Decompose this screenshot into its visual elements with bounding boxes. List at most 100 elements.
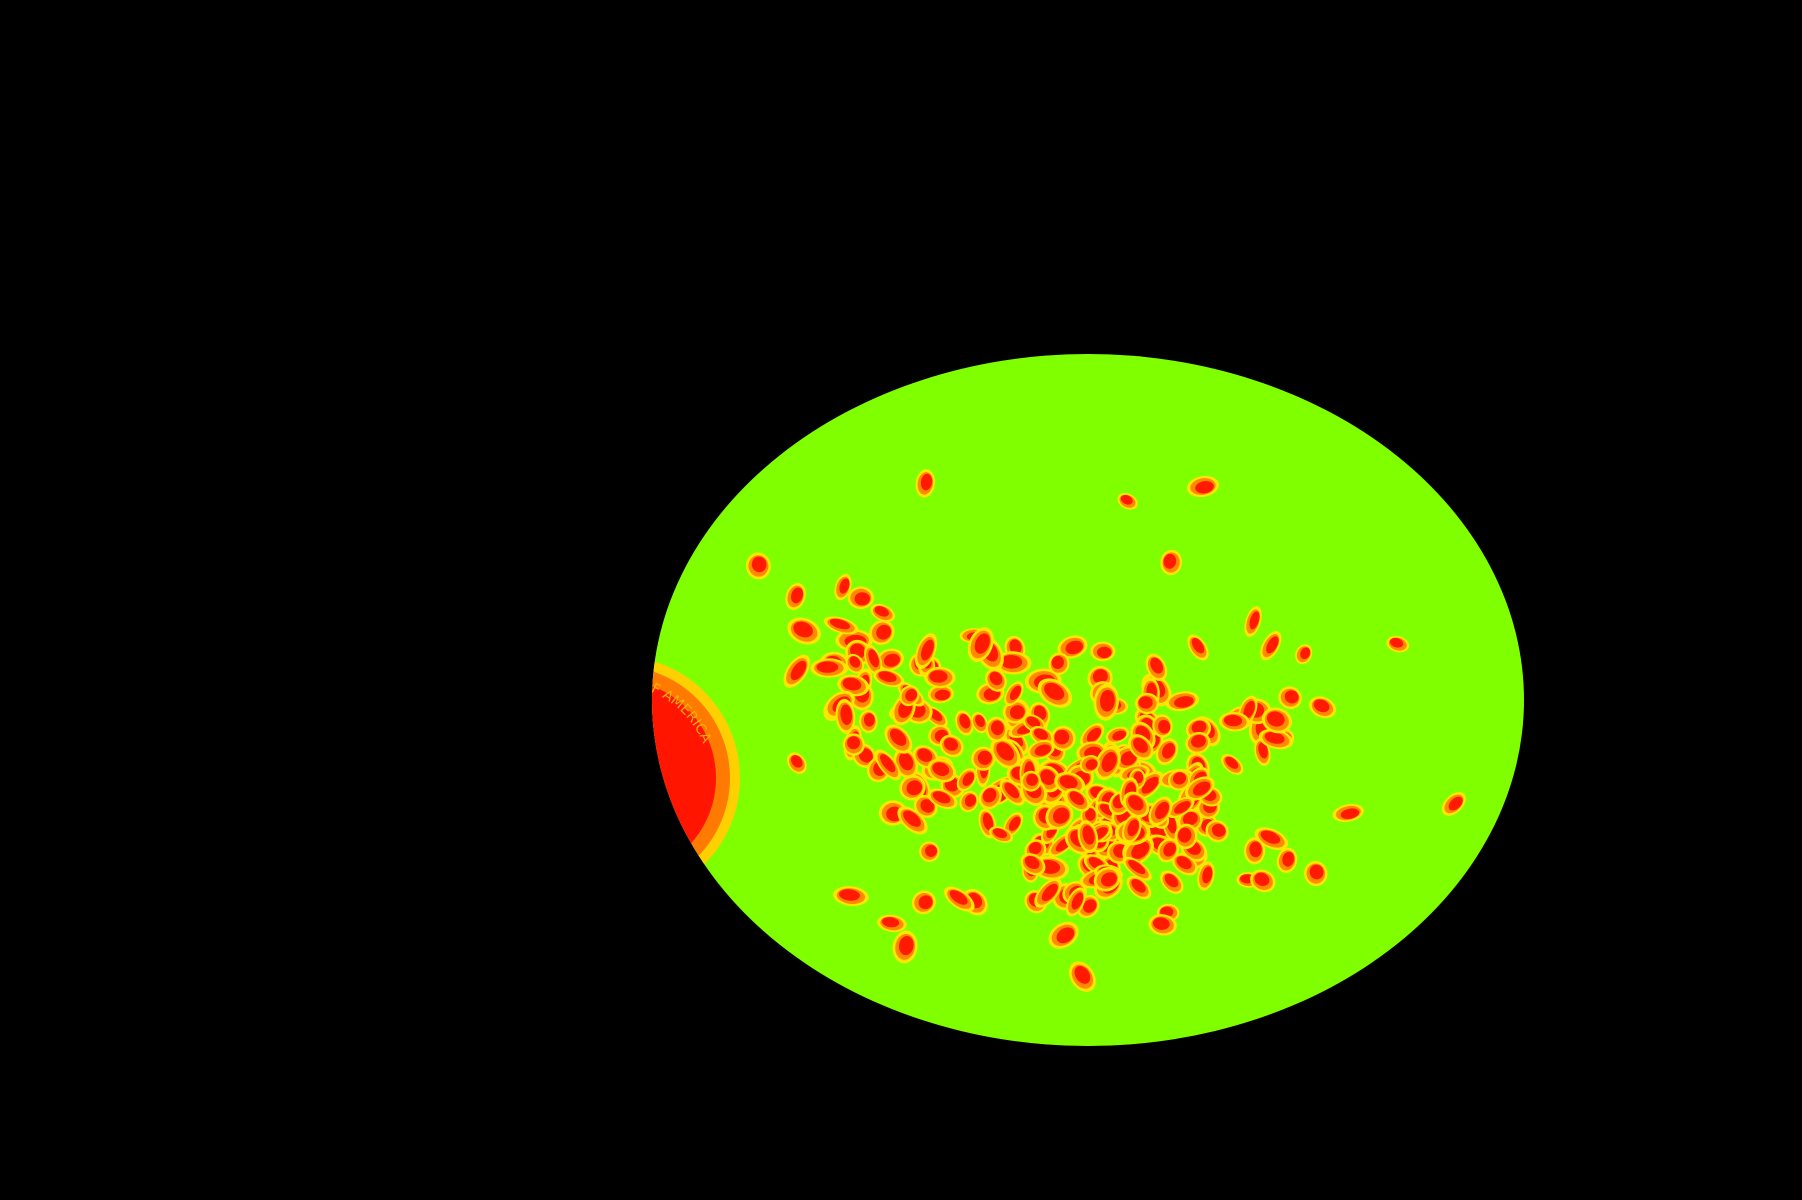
colony: [1126, 875, 1152, 900]
colony-core: [793, 621, 813, 638]
colony: [914, 633, 938, 669]
colony-core: [816, 661, 839, 673]
colony-core: [1004, 782, 1020, 799]
colony: [897, 806, 928, 835]
colony: [874, 749, 901, 781]
colony-core: [1086, 727, 1102, 743]
colony-core: [849, 656, 861, 668]
colony: [1174, 823, 1198, 850]
colony: [1054, 772, 1086, 795]
colony: [956, 768, 977, 792]
colony-core: [889, 728, 907, 746]
colony-core: [982, 788, 997, 803]
colony: [785, 583, 806, 610]
colony: [787, 617, 821, 645]
colony: [1332, 804, 1364, 822]
colony: [1171, 853, 1198, 876]
colony-core: [920, 799, 935, 813]
colony-core: [829, 618, 851, 630]
colony: [955, 710, 974, 736]
colony: [1068, 961, 1096, 992]
colony: [1133, 771, 1164, 800]
colony-core: [1127, 819, 1139, 837]
colony-core: [1085, 759, 1098, 770]
colony: [899, 774, 926, 801]
colony-core: [882, 917, 900, 928]
colony-core: [1059, 775, 1078, 789]
colony: [864, 644, 883, 676]
colony-core: [1150, 657, 1163, 674]
colony: [919, 841, 940, 862]
colony: [1152, 714, 1173, 738]
colony: [884, 724, 913, 754]
colony-core: [982, 812, 994, 831]
colony: [1187, 634, 1209, 661]
colony: [927, 684, 954, 704]
colony-core: [1054, 729, 1070, 745]
colony: [924, 666, 956, 689]
colony-core: [1009, 639, 1022, 654]
colony-core: [751, 556, 767, 573]
colony-core: [863, 713, 875, 727]
colony-core: [920, 639, 934, 661]
colony-core: [1101, 751, 1117, 773]
colony: [971, 712, 989, 734]
colony-core: [1172, 772, 1187, 785]
colony-core: [1083, 899, 1097, 913]
colony-core: [977, 750, 992, 765]
colony: [1185, 731, 1211, 754]
colony-core: [1141, 776, 1159, 794]
colony-core: [991, 720, 1004, 736]
colony-core: [1243, 700, 1255, 719]
colony: [1122, 814, 1142, 844]
colony-core: [1266, 636, 1279, 654]
colony-core: [1191, 720, 1207, 734]
colony: [1386, 635, 1410, 653]
colony-core: [1131, 841, 1150, 859]
colony-core: [1033, 728, 1048, 740]
colony: [1020, 853, 1046, 876]
colony: [1117, 493, 1138, 510]
colony: [1065, 887, 1086, 917]
colony-core: [1138, 696, 1153, 709]
colony: [1243, 837, 1266, 865]
colony-core: [1082, 825, 1095, 845]
colony: [967, 627, 994, 662]
colony-core: [790, 587, 804, 604]
colony: [912, 745, 939, 769]
colony-core: [943, 737, 958, 751]
colony-core: [1191, 638, 1205, 654]
colony: [1157, 838, 1179, 863]
colony-core: [840, 704, 853, 725]
colony-core: [959, 713, 971, 729]
colony-core: [1026, 716, 1041, 728]
colony: [1186, 475, 1219, 498]
colony: [1045, 802, 1074, 830]
colony: [892, 930, 918, 964]
colony: [1048, 652, 1070, 676]
colony: [837, 674, 870, 697]
colony-core: [1163, 553, 1177, 569]
colony-core: [1282, 851, 1295, 867]
colony-core: [925, 844, 938, 857]
colony: [1278, 686, 1302, 709]
colony-core: [1040, 769, 1056, 785]
colony-core: [1163, 842, 1177, 857]
colony-core: [1026, 773, 1038, 786]
colony-core: [989, 671, 1003, 686]
colony-core: [880, 754, 896, 773]
colony: [1093, 683, 1119, 721]
colony-core: [932, 762, 950, 776]
colony-core: [1266, 711, 1285, 727]
colony-core: [1191, 734, 1206, 748]
colony-core: [1008, 816, 1021, 831]
colony-core: [974, 633, 990, 654]
colony: [1250, 869, 1276, 893]
colony: [1148, 796, 1173, 826]
colony: [1160, 870, 1184, 894]
colony-core: [1065, 640, 1084, 655]
colony-core: [1182, 811, 1198, 826]
colony: [877, 914, 907, 933]
colony: [915, 469, 936, 498]
colony-core: [1260, 830, 1281, 844]
